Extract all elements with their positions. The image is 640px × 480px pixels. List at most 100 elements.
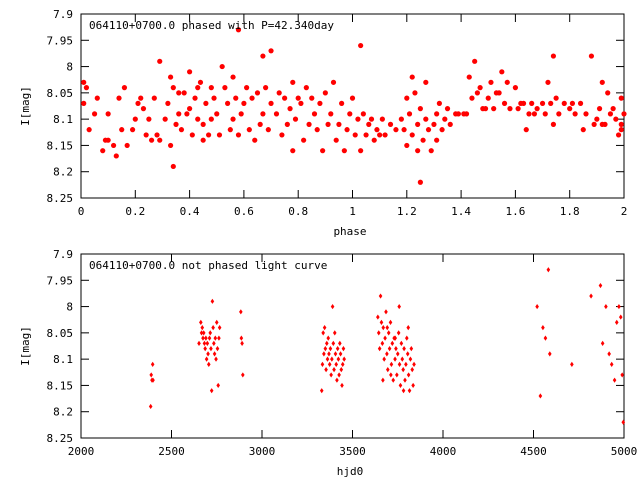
- unphased-chart-title: 064110+0700.0 not phased light curve: [89, 259, 327, 272]
- data-point: [572, 111, 578, 117]
- y-tick-label: 8.25: [47, 432, 74, 445]
- data-point: [332, 367, 336, 373]
- unphased-plot-frame: [80, 253, 625, 439]
- data-point: [212, 340, 216, 346]
- data-point: [594, 116, 600, 122]
- data-point: [377, 346, 382, 352]
- data-point: [204, 335, 208, 341]
- data-point: [352, 132, 358, 138]
- data-point: [339, 367, 344, 373]
- data-point: [157, 137, 163, 143]
- data-point: [192, 95, 198, 101]
- data-point: [420, 137, 426, 143]
- data-point: [135, 100, 141, 106]
- data-point: [298, 100, 304, 106]
- data-point: [330, 79, 337, 85]
- data-point: [162, 116, 168, 122]
- data-point: [615, 132, 622, 138]
- y-tick-label: 8.15: [47, 379, 74, 392]
- data-point: [529, 100, 535, 106]
- data-point: [455, 111, 461, 117]
- x-tick-label: 0.2: [125, 205, 145, 218]
- data-point: [143, 132, 149, 138]
- data-point: [254, 90, 261, 96]
- data-point: [276, 90, 282, 96]
- data-point: [546, 267, 551, 273]
- data-point: [434, 111, 440, 117]
- data-point: [311, 111, 318, 117]
- data-point: [410, 367, 415, 373]
- data-point: [384, 309, 388, 315]
- data-point: [284, 121, 290, 127]
- data-point: [116, 95, 122, 101]
- data-point: [534, 106, 540, 112]
- data-point: [225, 100, 231, 106]
- data-point: [371, 137, 377, 143]
- data-point: [496, 90, 502, 96]
- data-point: [618, 314, 623, 320]
- y-tick-label: 8.2: [53, 406, 73, 419]
- data-point: [138, 95, 144, 101]
- data-point: [382, 356, 386, 362]
- y-tick-label: 7.95: [47, 274, 74, 287]
- data-point: [411, 382, 415, 389]
- data-point: [332, 330, 337, 336]
- data-point: [203, 346, 207, 352]
- data-point: [140, 106, 147, 112]
- data-point: [341, 346, 346, 352]
- data-point: [550, 53, 557, 59]
- data-point: [539, 100, 546, 106]
- data-point: [600, 340, 605, 346]
- data-point: [341, 148, 347, 154]
- data-point: [100, 148, 106, 154]
- data-point: [617, 303, 621, 310]
- phased-plot-frame: [80, 13, 625, 199]
- data-point: [618, 121, 624, 127]
- data-point: [543, 335, 548, 341]
- data-point: [390, 340, 395, 346]
- y-tick-label: 7.95: [47, 34, 74, 47]
- y-tick-label: 7.9: [53, 8, 73, 21]
- data-point: [542, 111, 548, 117]
- data-point: [301, 137, 307, 143]
- data-point: [439, 127, 445, 133]
- data-point: [621, 419, 626, 425]
- data-point: [423, 116, 429, 122]
- data-point: [197, 340, 201, 346]
- data-point: [482, 106, 489, 112]
- data-point: [472, 58, 478, 64]
- data-point: [260, 53, 266, 59]
- data-point: [214, 356, 218, 362]
- data-point: [407, 388, 412, 394]
- data-point: [187, 69, 193, 75]
- data-point: [321, 330, 325, 336]
- data-point: [309, 95, 315, 101]
- data-point: [170, 163, 176, 170]
- data-point: [336, 121, 342, 127]
- data-point: [325, 121, 331, 127]
- data-point: [165, 100, 171, 106]
- data-point: [206, 132, 212, 138]
- data-point: [405, 335, 409, 341]
- data-point: [393, 127, 399, 133]
- unphased-x-ticks: 2000 2500 3000 3500 4000 4500 5000: [68, 254, 637, 458]
- data-point: [404, 142, 410, 149]
- data-point: [406, 111, 413, 117]
- data-point: [547, 351, 552, 357]
- data-point: [195, 116, 201, 122]
- data-point: [602, 121, 608, 127]
- data-point: [217, 335, 221, 341]
- data-point: [320, 148, 326, 154]
- data-point: [306, 121, 312, 127]
- data-point: [548, 100, 554, 106]
- data-point: [507, 106, 513, 112]
- data-point: [405, 351, 410, 357]
- data-point: [257, 121, 263, 127]
- phased-y-axis-label: I[mag]: [19, 86, 32, 126]
- data-point: [151, 95, 157, 101]
- data-point: [329, 372, 333, 378]
- data-point: [604, 303, 608, 310]
- data-point: [287, 106, 293, 112]
- data-point: [431, 121, 437, 127]
- data-point: [588, 53, 595, 59]
